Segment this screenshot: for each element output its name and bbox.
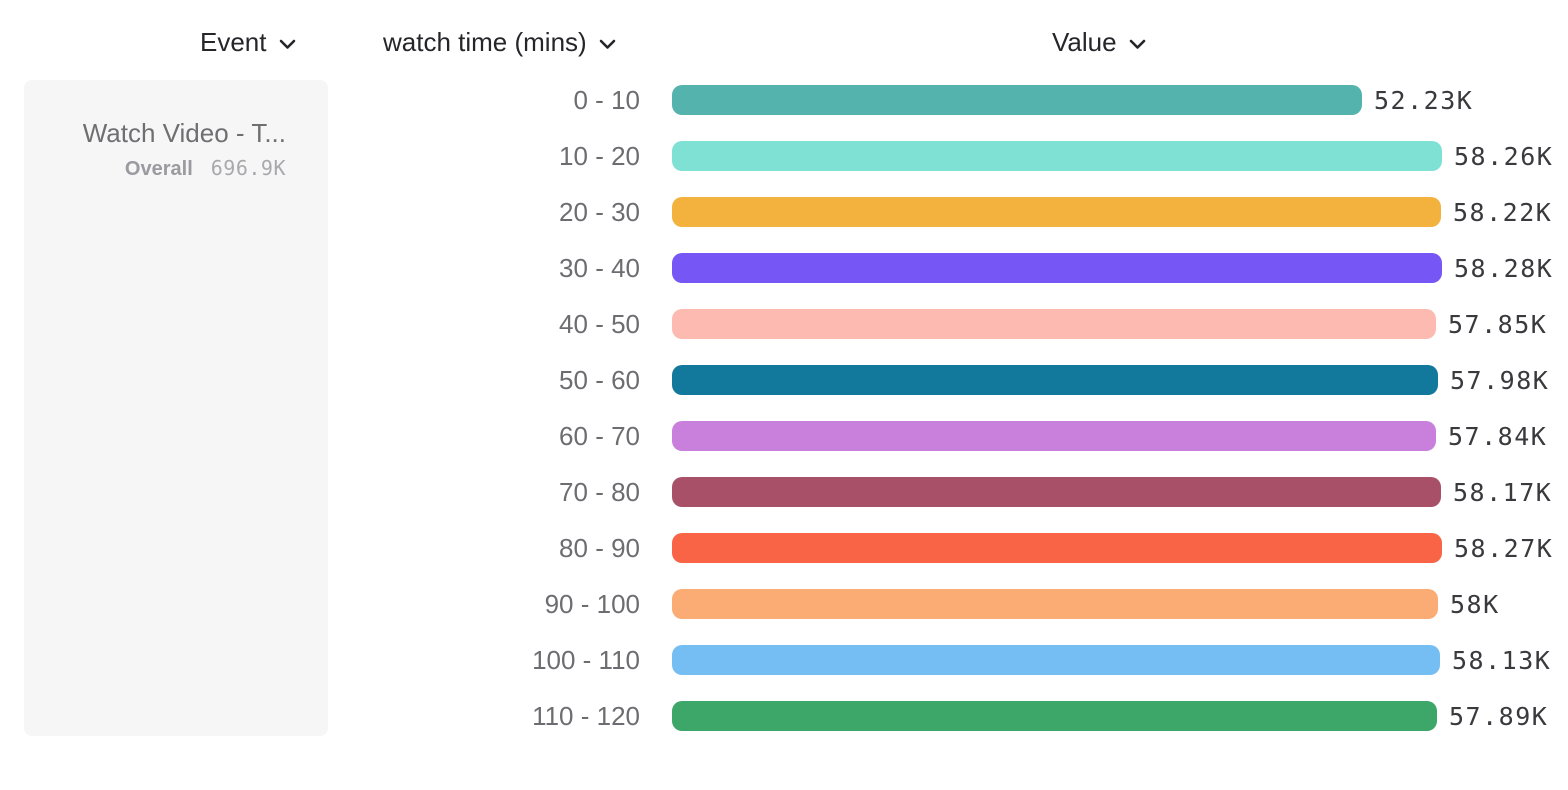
bucket-label: 20 - 30 — [559, 196, 640, 227]
value-bar[interactable] — [672, 309, 1436, 339]
value-label: 57.85K — [1448, 309, 1548, 339]
horizontal-bar-chart: 0 - 10 52.23K 10 - 20 58.26K 20 - 30 58.22K 30… — [0, 72, 1568, 744]
overall-value: 696.9K — [210, 156, 286, 180]
chevron-down-icon — [279, 39, 295, 49]
value-bar[interactable] — [672, 197, 1441, 227]
bucket-label: 10 - 20 — [559, 140, 640, 171]
value-label: 58K — [1450, 589, 1500, 619]
bucket-label: 70 - 80 — [559, 476, 640, 507]
bucket-label: 30 - 40 — [559, 252, 640, 283]
chart-row: 30 - 40 58.28K — [0, 240, 1568, 296]
value-bar[interactable] — [672, 141, 1442, 171]
value-label: 57.84K — [1448, 421, 1548, 451]
value-label: 58.17K — [1453, 477, 1553, 507]
chart-row: 100 - 110 58.13K — [0, 632, 1568, 688]
column-header-breakdown[interactable]: watch time (mins) — [383, 27, 616, 58]
chevron-down-icon — [1129, 39, 1145, 49]
bucket-label: 90 - 100 — [544, 588, 640, 619]
chart-row: 60 - 70 57.84K — [0, 408, 1568, 464]
chart-row: 40 - 50 57.85K — [0, 296, 1568, 352]
value-bar[interactable] — [672, 533, 1442, 563]
value-bar[interactable] — [672, 701, 1437, 731]
value-bar[interactable] — [672, 365, 1438, 395]
bucket-label: 40 - 50 — [559, 308, 640, 339]
bucket-label: 100 - 110 — [532, 644, 640, 675]
overall-row: Overall 696.9K — [24, 156, 286, 181]
chart-row: 10 - 20 58.26K — [0, 128, 1568, 184]
value-label: 57.89K — [1449, 701, 1549, 731]
overall-label: Overall — [124, 158, 193, 180]
chart-row: 50 - 60 57.98K — [0, 352, 1568, 408]
chevron-down-icon — [599, 39, 616, 49]
column-header-value[interactable]: Value — [1052, 27, 1146, 58]
column-header-event[interactable]: Event — [200, 27, 296, 58]
value-label: 58.26K — [1454, 141, 1554, 171]
value-label: 58.28K — [1454, 253, 1554, 283]
bucket-label: 50 - 60 — [559, 364, 640, 395]
bucket-label: 0 - 10 — [573, 84, 641, 115]
value-label: 57.98K — [1450, 365, 1550, 395]
column-header-breakdown-label: watch time (mins) — [383, 27, 587, 57]
value-bar[interactable] — [672, 253, 1442, 283]
chart-row: 70 - 80 58.17K — [0, 464, 1568, 520]
event-name: Watch Video - T... — [82, 118, 286, 148]
bucket-label: 60 - 70 — [559, 420, 640, 451]
chart-row: 110 - 120 57.89K — [0, 688, 1568, 744]
value-bar[interactable] — [672, 421, 1436, 451]
bucket-label: 80 - 90 — [559, 532, 640, 563]
value-label: 52.23K — [1374, 85, 1474, 115]
value-bar[interactable] — [672, 477, 1441, 507]
value-bar[interactable] — [672, 589, 1438, 619]
value-label: 58.27K — [1454, 533, 1554, 563]
value-bar[interactable] — [672, 645, 1440, 675]
column-header-event-label: Event — [200, 27, 267, 57]
chart-row: 20 - 30 58.22K — [0, 184, 1568, 240]
value-label: 58.13K — [1452, 645, 1552, 675]
chart-row: 80 - 90 58.27K — [0, 520, 1568, 576]
chart-row: 90 - 100 58K — [0, 576, 1568, 632]
value-bar[interactable] — [672, 85, 1362, 115]
event-card[interactable]: Watch Video - T... Overall 696.9K — [24, 80, 328, 736]
chart-row: 0 - 10 52.23K — [0, 72, 1568, 128]
value-label: 58.22K — [1453, 197, 1553, 227]
column-header-value-label: Value — [1052, 27, 1117, 57]
bucket-label: 110 - 120 — [532, 700, 640, 731]
